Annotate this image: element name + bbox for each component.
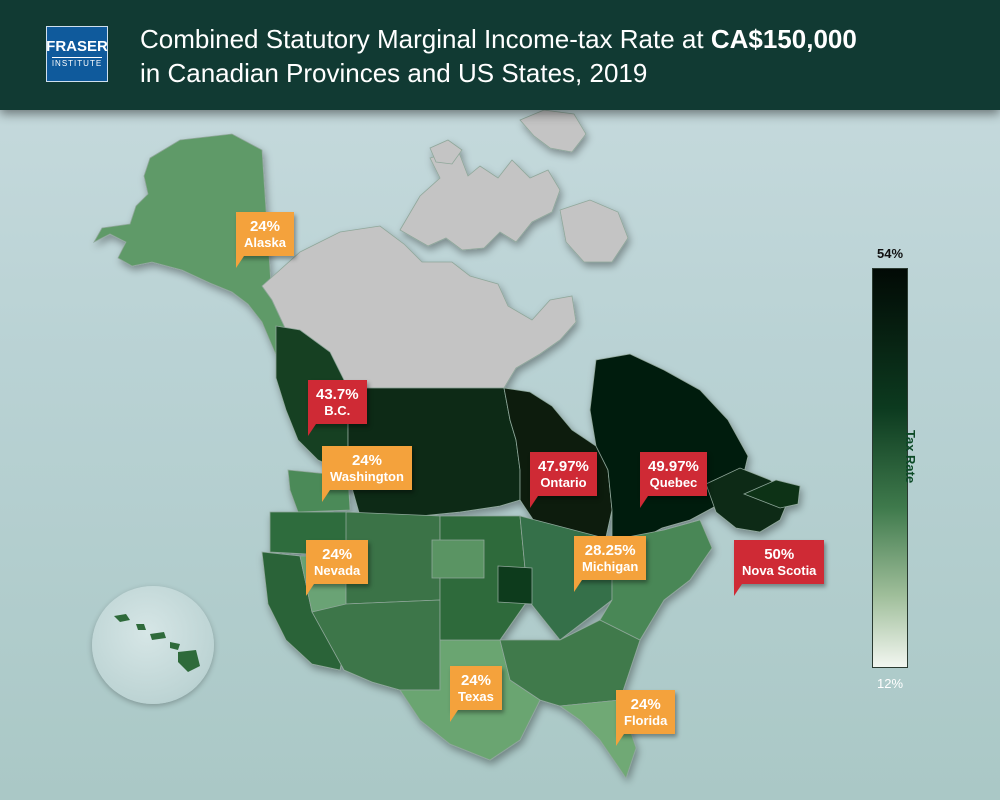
callout-rate: 47.97% [538,458,589,475]
region-southwest [311,599,441,691]
callout-rate: 24% [460,672,491,689]
callout-name: Alaska [244,235,286,250]
callout-name: Texas [458,689,494,704]
page-title: Combined Statutory Marginal Income-tax R… [140,22,980,90]
callout-alaska: 24% Alaska [236,212,294,268]
region-alaska [92,133,297,394]
callout-rate: 43.7% [316,386,359,403]
title-part1: Combined Statutory Marginal Income-tax R… [140,24,711,54]
callout-rate: 49.97% [648,458,699,475]
callout-name: Florida [624,713,668,728]
legend-color-scale [872,268,908,668]
callout-name: Michigan [582,559,639,574]
logo-main-text: FRASER [46,38,108,55]
legend-title: Tax Rate [903,430,918,484]
callout-rate: 28.25% [584,542,636,559]
callout-rate: 24% [351,452,382,469]
callout-nevada: 24% Nevada [306,540,369,596]
callout-rate: 50% [764,546,795,563]
title-part2: in Canadian Provinces and US States, 201… [140,58,648,88]
callout-name: Washington [330,469,404,484]
callout-nova-scotia: 50% Nova Scotia [734,540,825,596]
region-south-dakota [431,539,485,579]
callout-name: Nevada [314,563,361,578]
callout-texas: 24% Texas [450,666,502,722]
callout-bc: 43.7% B.C. [308,380,367,436]
hawaii-islands-icon [114,614,200,672]
callout-rate: 24% [249,218,280,235]
header-banner: FRASER INSTITUTE Combined Statutory Marg… [0,0,1000,110]
callout-name: Ontario [540,475,587,490]
hawaii-inset [92,586,214,704]
callout-rate: 24% [322,546,353,563]
callout-washington: 24% Washington [322,446,412,502]
legend-max-label: 54% [876,246,904,261]
title-amount: CA$150,000 [710,24,857,54]
callout-name: Quebec [649,475,698,490]
legend-min-label: 12% [876,676,904,691]
region-quebec [589,353,749,541]
region-arctic-islands [399,149,561,251]
logo-sub-text: INSTITUTE [51,57,103,68]
callout-quebec: 49.97% Quebec [640,452,707,508]
fraser-institute-logo: FRASER INSTITUTE [46,26,108,82]
callout-michigan: 28.25% Michigan [574,536,647,592]
callout-ontario: 47.97% Ontario [530,452,597,508]
callout-name: Nova Scotia [742,563,817,578]
callout-florida: 24% Florida [616,690,676,746]
callout-rate: 24% [630,696,661,713]
region-iowa [497,565,533,605]
callout-name: B.C. [324,403,351,418]
